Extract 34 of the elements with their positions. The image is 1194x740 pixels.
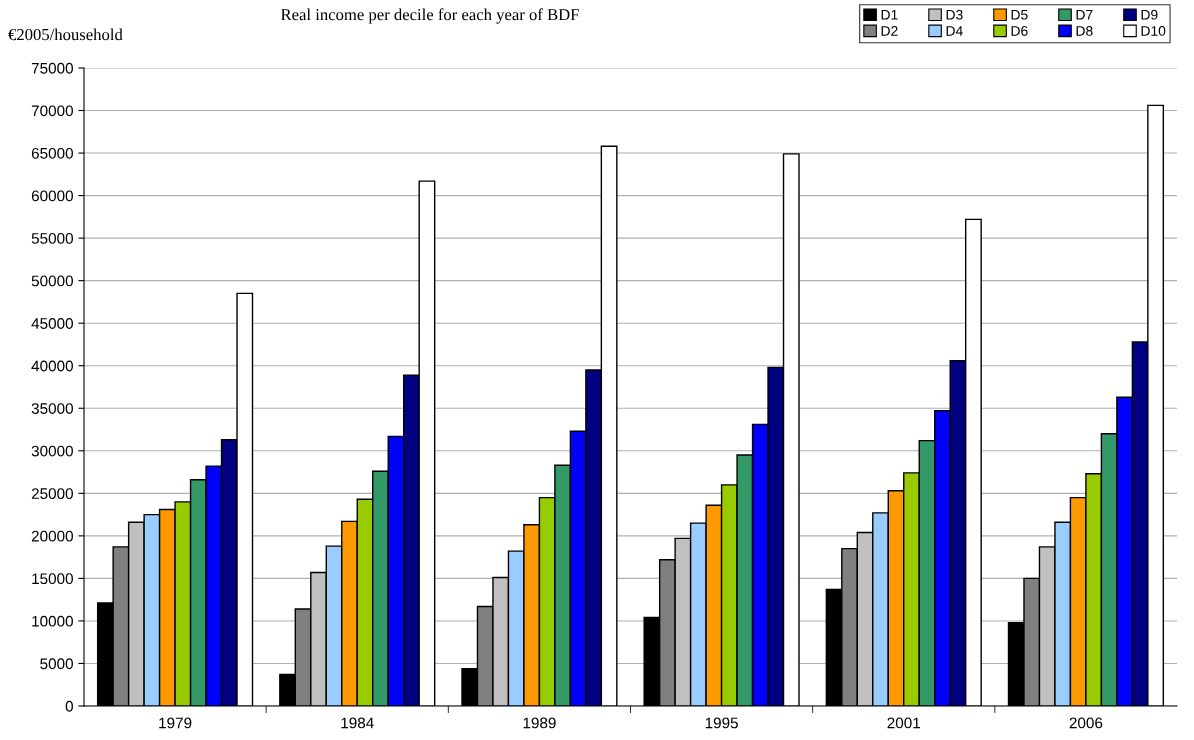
y-tick-label: 55000 [31,233,73,244]
legend-label: D1 [881,9,898,20]
legend-label: D3 [946,9,963,20]
y-tick-label: 30000 [31,445,73,457]
y-tick-label: 70000 [31,105,73,117]
y-tick-label: 45000 [31,318,73,329]
y-tick-label: 15000 [32,573,73,585]
x-tick-label: 2006 [1069,717,1103,729]
chart-title: Real income per decile for each year of BDF [281,8,579,24]
y-tick-label: 75000 [31,62,73,74]
y-tick-label: 35000 [31,403,73,414]
legend-label: D7 [1076,9,1093,20]
x-tick-label: 2001 [887,717,920,729]
legend-label: D10 [1141,26,1166,36]
legend-label: D5 [1011,9,1028,20]
y-tick-label: 60000 [31,190,73,202]
x-tick-label: 1979 [159,717,192,729]
y-tick-label: 25000 [31,488,73,500]
y-axis-title: €2005/household [8,28,123,41]
y-tick-label: 5000 [40,658,73,670]
y-tick-label: 0 [65,700,73,712]
y-tick-label: 10000 [32,615,73,627]
y-tick-label: 40000 [31,360,73,372]
legend-label: D9 [1141,9,1158,20]
x-tick-label: 1989 [523,717,556,729]
legend-label: D8 [1076,26,1093,36]
y-tick-label: 65000 [31,147,73,159]
y-tick-label: 50000 [31,275,73,287]
legend-label: D2 [881,26,898,36]
legend-label: D6 [1011,26,1028,36]
x-tick-label: 1995 [705,717,738,729]
y-tick-label: 20000 [31,530,73,542]
x-tick-label: 1984 [341,717,374,729]
legend-label: D4 [946,26,963,36]
